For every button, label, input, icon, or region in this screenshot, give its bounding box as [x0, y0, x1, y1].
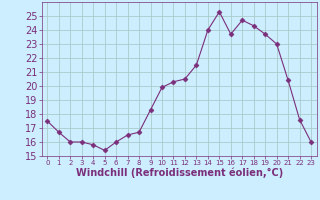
X-axis label: Windchill (Refroidissement éolien,°C): Windchill (Refroidissement éolien,°C) — [76, 168, 283, 178]
